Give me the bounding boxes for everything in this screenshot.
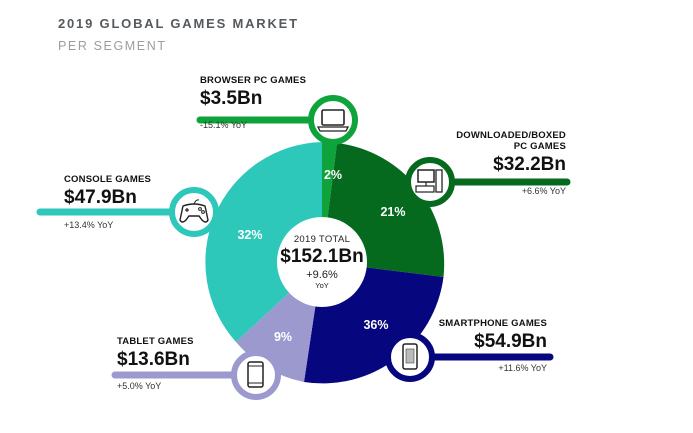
segment-yoy: +5.0% YoY — [117, 381, 162, 391]
label-console: CONSOLE GAMES $47.9Bn +13.4% YoY — [64, 174, 151, 230]
segment-yoy: +6.6% YoY — [521, 186, 566, 196]
gamepad-icon — [169, 187, 219, 237]
segment-value: $54.9Bn — [474, 331, 547, 352]
segment-name-line2: PC GAMES — [513, 141, 566, 152]
segment-value: $13.6Bn — [117, 349, 190, 370]
pct-tablet: 9% — [274, 330, 292, 344]
segment-name: TABLET GAMES — [117, 336, 194, 347]
pct-browser: 2% — [324, 168, 342, 182]
total-growth: +9.6% — [306, 269, 338, 281]
segment-yoy: -15.1% YoY — [200, 120, 248, 130]
label-downloaded-pc: DOWNLOADED/BOXED PC GAMES $32.2Bn +6.6% … — [456, 130, 566, 196]
segment-name: SMARTPHONE GAMES — [438, 318, 547, 329]
segment-name: CONSOLE GAMES — [64, 174, 152, 185]
pct-smartphone: 36% — [363, 318, 388, 332]
chart-title: 2019 GLOBAL GAMES MARKET — [58, 16, 299, 31]
chart-subtitle: PER SEGMENT — [58, 39, 167, 53]
label-smartphone: SMARTPHONE GAMES $54.9Bn +11.6% YoY — [439, 318, 547, 373]
segment-name: BROWSER PC GAMES — [200, 75, 307, 86]
label-browser-pc: BROWSER PC GAMES $3.5Bn -15.1% YoY — [200, 75, 306, 130]
tablet-icon — [231, 350, 281, 400]
segment-value: $3.5Bn — [200, 88, 263, 109]
slice-console — [205, 142, 322, 342]
smartphone-icon — [385, 332, 435, 382]
pct-downloaded: 21% — [380, 205, 405, 219]
segment-name-line1: DOWNLOADED/BOXED — [456, 130, 566, 141]
label-tablet: TABLET GAMES $13.6Bn +5.0% YoY — [117, 336, 194, 391]
total-growth-unit: YoY — [315, 281, 329, 290]
segment-value: $32.2Bn — [493, 154, 566, 175]
segment-yoy: +11.6% YoY — [498, 363, 547, 373]
segment-yoy: +13.4% YoY — [64, 220, 114, 230]
desktop-pc-icon — [405, 157, 455, 207]
donut-hole — [277, 217, 367, 307]
total-value: $152.1Bn — [280, 246, 364, 267]
segment-value: $47.9Bn — [64, 187, 137, 208]
pct-console: 32% — [237, 228, 262, 242]
total-label: 2019 TOTAL — [293, 234, 351, 245]
center-total: 2019 TOTAL $152.1Bn +9.6% YoY — [272, 234, 372, 290]
laptop-icon — [308, 95, 358, 145]
